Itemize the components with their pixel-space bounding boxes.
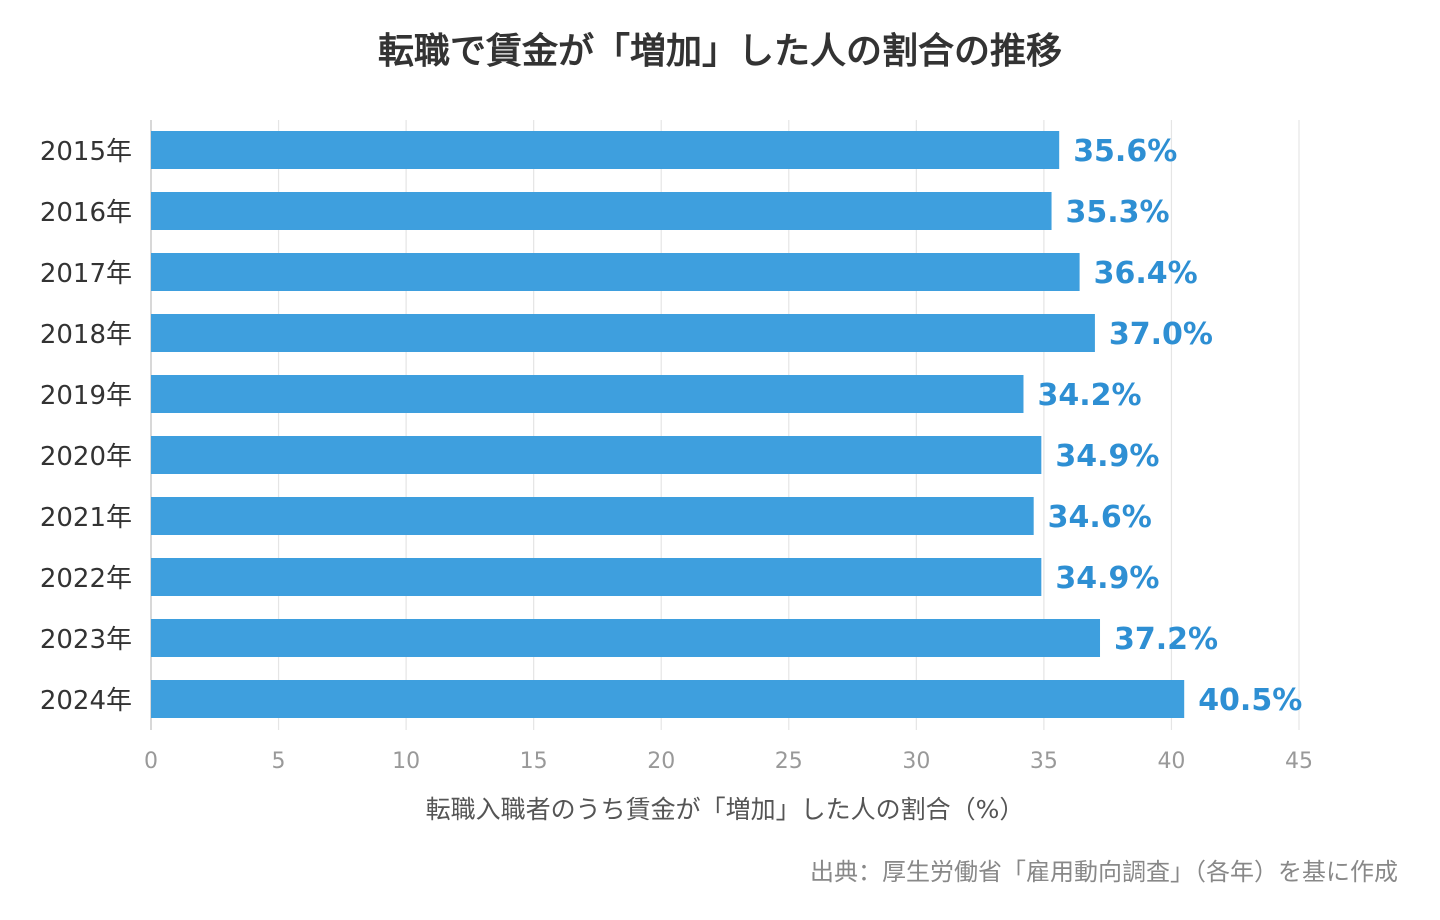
- bar-value-label: 40.5%: [1198, 683, 1302, 718]
- bar: [151, 619, 1101, 657]
- x-tick-label: 10: [392, 749, 420, 774]
- x-tick-label: 20: [647, 749, 675, 774]
- category-labels: 2015年 2016年 2017年 2018年 2019年 2020年 2021年 2022年…: [40, 137, 132, 716]
- x-tick-label: 45: [1285, 749, 1313, 774]
- x-tick-label: 25: [775, 749, 803, 774]
- bar-value-label: 36.4%: [1094, 256, 1198, 291]
- bar-value-label: 37.0%: [1109, 317, 1213, 352]
- bar: [151, 558, 1042, 596]
- category-label: 2020年: [40, 442, 132, 472]
- bar-value-label: 35.6%: [1073, 134, 1177, 169]
- bar: [151, 680, 1185, 718]
- bar: [151, 497, 1034, 535]
- bar-value-label: 34.9%: [1055, 439, 1159, 474]
- bar: [151, 375, 1024, 413]
- x-tick-labels: 0 5 10 15 20 25 30 35 40 45: [144, 749, 1313, 774]
- x-axis-title: 転職入職者のうち賃金が「増加」した人の割合（%）: [425, 795, 1025, 824]
- bar: [151, 314, 1095, 352]
- category-label: 2021年: [40, 503, 132, 533]
- bar: [151, 131, 1060, 169]
- bar-value-label: 35.3%: [1066, 195, 1170, 230]
- data-labels: 35.6% 35.3% 36.4% 37.0% 34.2% 34.9% 34.6% 34.9%…: [1037, 134, 1302, 718]
- category-label: 2015年: [40, 137, 132, 167]
- bar-value-label: 37.2%: [1114, 622, 1218, 657]
- bar-value-label: 34.9%: [1055, 561, 1159, 596]
- category-label: 2019年: [40, 381, 132, 411]
- source-note: 出典：厚生労働省「雇用動向調査」（各年）を基に作成: [810, 858, 1398, 886]
- x-tick-label: 15: [520, 749, 548, 774]
- category-label: 2018年: [40, 320, 132, 350]
- x-tick-label: 30: [902, 749, 930, 774]
- chart-title: 転職で賃金が「増加」した人の割合の推移: [377, 31, 1062, 72]
- bar-value-label: 34.6%: [1048, 500, 1152, 535]
- bar: [151, 192, 1052, 230]
- bar-value-label: 34.2%: [1037, 378, 1141, 413]
- x-tick-label: 5: [272, 749, 286, 774]
- bar: [151, 436, 1042, 474]
- x-tick-label: 0: [144, 749, 158, 774]
- category-label: 2017年: [40, 259, 132, 289]
- category-label: 2023年: [40, 625, 132, 655]
- bars: [151, 131, 1185, 718]
- bar: [151, 253, 1080, 291]
- category-label: 2024年: [40, 686, 132, 716]
- x-tick-label: 40: [1157, 749, 1185, 774]
- category-label: 2022年: [40, 564, 132, 594]
- x-tick-label: 35: [1030, 749, 1058, 774]
- category-label: 2016年: [40, 198, 132, 228]
